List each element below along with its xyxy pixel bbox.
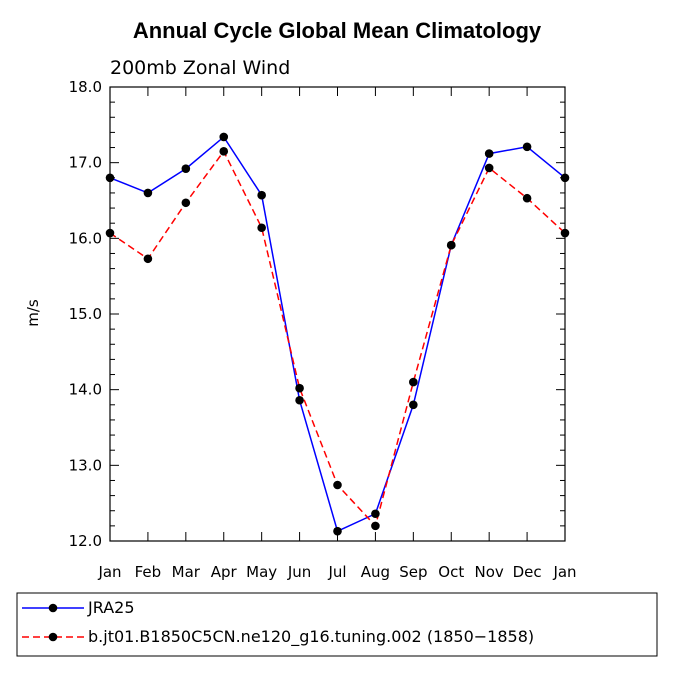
series-1-point <box>105 173 115 183</box>
y-tick-label: 17.0 <box>69 154 102 172</box>
legend-label-series-2: b.jt01.B1850C5CN.ne120_g16.tuning.002 (1… <box>88 627 534 647</box>
x-tick-label: Oct <box>438 563 464 581</box>
y-axis-label: m/s <box>24 299 42 327</box>
series-1-point <box>484 149 494 158</box>
y-tick-label: 15.0 <box>69 305 102 323</box>
legend-frame <box>16 592 658 657</box>
x-tick-label: Jun <box>287 563 311 581</box>
series-2-point <box>560 228 570 238</box>
series-1-point <box>522 142 532 152</box>
x-tick-label: Dec <box>513 563 542 581</box>
legend-marker-series-1 <box>48 603 58 613</box>
x-tick-label: May <box>246 563 277 581</box>
series-2-point <box>295 383 304 393</box>
series-2-point <box>181 198 191 208</box>
series-1-point <box>143 188 153 198</box>
y-tick-label: 18.0 <box>69 78 102 96</box>
series-2-point <box>371 521 380 531</box>
series-2-point <box>219 147 229 156</box>
plot-area: 12.0 13.0 14.0 15.0 16.0 17.0 18.0 Jan Feb Mar Apr… <box>69 78 577 581</box>
series-1-point <box>181 164 191 174</box>
series-2-point <box>446 240 456 250</box>
x-tick-label: Feb <box>135 563 162 581</box>
series-2-point <box>105 228 115 238</box>
x-tick-label: Nov <box>475 563 504 581</box>
x-tick-label: Jul <box>327 563 346 581</box>
series-1-point <box>257 190 266 200</box>
series-2-point <box>522 193 532 203</box>
y-tick-label: 16.0 <box>69 229 102 247</box>
y-tick-label: 12.0 <box>69 532 102 550</box>
series-1-point <box>371 509 380 519</box>
series-2-point <box>143 254 153 264</box>
x-tick-label: Aug <box>361 563 390 581</box>
series-2-point <box>333 480 342 490</box>
series-line-2 <box>109 149 566 528</box>
series-1-point <box>409 400 418 410</box>
plot-frame <box>109 86 566 542</box>
series-2-point <box>409 377 418 387</box>
x-tick-label: Sep <box>399 563 427 581</box>
x-tick-label: Mar <box>172 563 201 581</box>
series-1-point <box>333 526 342 536</box>
chart-title: Annual Cycle Global Mean Climatology <box>133 18 542 43</box>
chart-subtitle: 200mb Zonal Wind <box>110 57 290 79</box>
x-tick-label: Jan <box>552 563 576 581</box>
series-2-point <box>484 163 494 173</box>
legend: JRA25 b.jt01.B1850C5CN.ne120_g16.tuning.… <box>16 592 658 657</box>
y-tick-label: 14.0 <box>69 381 102 399</box>
series-2-point <box>257 223 266 233</box>
x-tick-label: Apr <box>211 563 238 581</box>
legend-label-series-1: JRA25 <box>87 598 135 617</box>
series-1-point <box>295 395 304 405</box>
series-1-point <box>560 173 570 183</box>
legend-marker-series-2 <box>48 632 58 642</box>
series-1-point <box>219 132 229 142</box>
y-tick-label: 13.0 <box>69 456 102 474</box>
x-tick-label: Jan <box>97 563 121 581</box>
series-line-1 <box>109 135 566 533</box>
